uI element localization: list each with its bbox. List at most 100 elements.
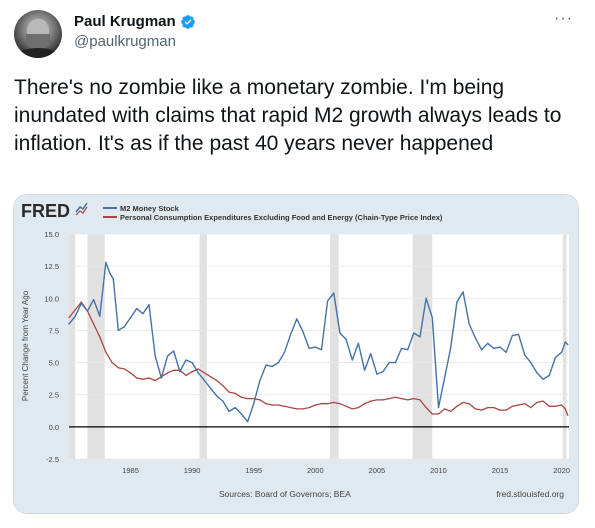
data-point-m2 <box>74 315 76 317</box>
data-point-pce <box>437 413 440 415</box>
data-point-m2 <box>363 369 366 371</box>
data-point-m2 <box>68 323 70 325</box>
data-point-m2 <box>314 346 316 348</box>
y-tick-label: 7.5 <box>49 326 59 335</box>
data-point-m2 <box>536 372 538 374</box>
data-point-pce <box>117 367 119 369</box>
data-point-pce <box>68 316 70 319</box>
y-tick-labels: 15.0 12.5 10.0 7.5 5.0 2.5 0.0 -2.5 <box>44 230 59 464</box>
data-point-pce <box>530 406 532 409</box>
data-point-m2 <box>493 347 495 350</box>
data-point-pce <box>357 406 360 409</box>
data-point-pce <box>345 405 347 407</box>
data-point-m2 <box>450 346 452 348</box>
data-point-m2 <box>234 406 236 409</box>
data-point-pce <box>320 403 323 405</box>
data-point-m2 <box>444 377 446 379</box>
chart-legend: M2 Money Stock Personal Consumption Expe… <box>103 204 443 222</box>
data-point-m2 <box>407 349 409 351</box>
x-tick-label: 2015 <box>492 466 509 475</box>
data-point-pce <box>480 409 483 411</box>
data-point-m2 <box>265 364 267 366</box>
data-point-pce <box>197 368 199 370</box>
data-point-m2 <box>400 347 403 350</box>
data-point-pce <box>363 403 366 405</box>
data-point-m2 <box>105 261 107 263</box>
data-point-pce <box>382 399 384 401</box>
data-point-m2 <box>271 365 273 368</box>
data-point-pce <box>468 403 470 405</box>
data-point-m2 <box>228 410 230 413</box>
data-point-m2 <box>185 359 187 361</box>
data-point-pce <box>431 413 433 415</box>
author-name[interactable]: Paul Krugman <box>74 13 176 30</box>
data-point-m2 <box>290 333 292 335</box>
data-point-pce <box>296 408 298 410</box>
data-point-pce <box>154 379 156 382</box>
data-point-pce <box>548 405 550 407</box>
data-point-pce <box>542 400 544 402</box>
recession-band <box>330 234 339 459</box>
data-point-pce <box>271 404 273 406</box>
author-handle[interactable]: @paulkrugman <box>74 33 176 50</box>
data-point-m2 <box>468 323 470 325</box>
data-point-pce <box>142 378 144 380</box>
data-point-m2 <box>80 302 82 305</box>
data-point-pce <box>505 409 507 411</box>
y-axis-label: Percent Change from Year Ago <box>21 290 30 401</box>
data-point-m2 <box>382 370 384 373</box>
data-point-m2 <box>505 351 507 353</box>
data-point-m2 <box>351 359 353 361</box>
data-point-m2 <box>173 350 175 352</box>
chart-url: fred.stlouisfed.org <box>496 489 564 499</box>
data-point-pce <box>536 401 538 404</box>
legend-label-m2: M2 Money Stock <box>120 204 180 213</box>
data-point-pce <box>517 404 520 406</box>
data-point-pce <box>290 406 292 409</box>
data-point-m2 <box>542 378 544 380</box>
more-options-icon[interactable]: ··· <box>554 10 573 27</box>
data-point-pce <box>333 401 335 404</box>
data-point-m2 <box>222 400 224 402</box>
avatar[interactable] <box>14 10 62 58</box>
data-point-m2 <box>567 343 569 346</box>
data-point-pce <box>166 372 169 374</box>
data-point-m2 <box>296 318 298 320</box>
x-tick-label: 2020 <box>553 466 570 475</box>
data-point-m2 <box>431 316 433 319</box>
data-point-pce <box>259 399 261 401</box>
data-point-pce <box>419 399 421 401</box>
data-point-pce <box>308 406 310 409</box>
data-point-m2 <box>333 292 335 294</box>
data-point-m2 <box>456 301 458 303</box>
tweet-text: There's no zombie like a monetary zombie… <box>14 76 562 155</box>
data-point-pce <box>234 392 236 395</box>
series-points-m2 <box>68 261 569 423</box>
data-point-m2 <box>216 395 218 397</box>
series-line-m2 <box>68 261 569 423</box>
data-point-pce <box>561 404 563 406</box>
data-point-m2 <box>160 377 162 379</box>
data-point-m2 <box>123 325 126 328</box>
data-point-pce <box>554 405 557 407</box>
x-tick-label: 1995 <box>245 466 262 475</box>
data-point-pce <box>123 368 126 370</box>
y-tick-label: 15.0 <box>44 230 59 239</box>
data-point-m2 <box>548 374 550 377</box>
data-point-m2 <box>210 387 212 389</box>
data-point-pce <box>203 372 206 374</box>
data-point-m2 <box>480 349 483 351</box>
data-point-pce <box>240 396 243 398</box>
data-point-m2 <box>419 336 421 338</box>
data-point-pce <box>160 376 162 378</box>
data-point-pce <box>173 369 175 371</box>
tweet-media-chart[interactable]: FRED M2 Money Stock Personal Consumption… <box>13 194 579 514</box>
data-point-pce <box>425 406 427 409</box>
data-point-m2 <box>253 403 255 405</box>
data-point-pce <box>253 397 255 400</box>
data-point-pce <box>222 385 224 387</box>
data-point-pce <box>474 408 477 410</box>
data-point-m2 <box>413 332 415 334</box>
y-tick-label: 10.0 <box>44 294 59 303</box>
